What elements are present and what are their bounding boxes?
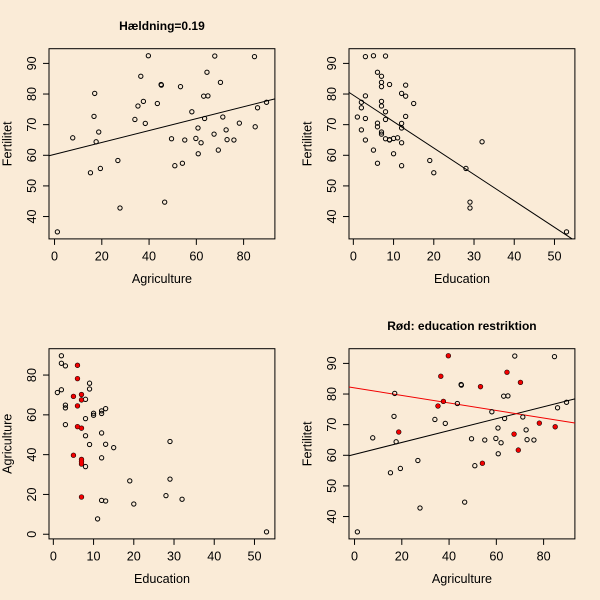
svg-text:40: 40 xyxy=(207,550,221,564)
svg-text:80: 80 xyxy=(325,87,339,101)
svg-text:50: 50 xyxy=(25,179,39,193)
svg-text:50: 50 xyxy=(547,250,561,264)
svg-text:70: 70 xyxy=(25,118,39,132)
svg-text:90: 90 xyxy=(325,356,339,370)
svg-text:50: 50 xyxy=(247,550,261,564)
svg-text:30: 30 xyxy=(467,250,481,264)
svg-text:Education: Education xyxy=(434,272,490,286)
svg-text:80: 80 xyxy=(25,87,39,101)
svg-text:60: 60 xyxy=(25,148,39,162)
svg-text:80: 80 xyxy=(237,250,251,264)
svg-text:Hældning=0.19: Hældning=0.19 xyxy=(119,19,205,33)
svg-text:40: 40 xyxy=(25,210,39,224)
svg-text:60: 60 xyxy=(25,408,39,422)
svg-text:80: 80 xyxy=(325,387,339,401)
svg-text:80: 80 xyxy=(25,368,39,382)
svg-text:10: 10 xyxy=(387,250,401,264)
svg-text:20: 20 xyxy=(95,250,109,264)
svg-text:Rød: education restriktion: Rød: education restriktion xyxy=(387,319,536,333)
svg-text:Fertilitet: Fertilitet xyxy=(1,121,15,166)
svg-text:0: 0 xyxy=(50,550,57,564)
svg-text:60: 60 xyxy=(489,550,503,564)
svg-text:90: 90 xyxy=(25,56,39,70)
svg-text:20: 20 xyxy=(127,550,141,564)
svg-text:20: 20 xyxy=(427,250,441,264)
svg-text:Education: Education xyxy=(134,572,190,586)
svg-text:20: 20 xyxy=(395,550,409,564)
svg-text:30: 30 xyxy=(167,550,181,564)
svg-text:40: 40 xyxy=(25,448,39,462)
svg-text:80: 80 xyxy=(537,550,551,564)
svg-text:70: 70 xyxy=(325,118,339,132)
svg-text:0: 0 xyxy=(25,531,39,538)
svg-text:Agriculture: Agriculture xyxy=(432,572,492,586)
svg-text:40: 40 xyxy=(325,510,339,524)
svg-text:50: 50 xyxy=(325,179,339,193)
svg-text:Agriculture: Agriculture xyxy=(1,414,15,474)
svg-text:60: 60 xyxy=(189,250,203,264)
svg-text:10: 10 xyxy=(87,550,101,564)
svg-text:Agriculture: Agriculture xyxy=(132,272,192,286)
svg-text:90: 90 xyxy=(325,56,339,70)
svg-text:40: 40 xyxy=(325,210,339,224)
svg-text:40: 40 xyxy=(507,250,521,264)
svg-text:Fertilitet: Fertilitet xyxy=(301,121,315,166)
svg-text:20: 20 xyxy=(25,487,39,501)
svg-text:40: 40 xyxy=(442,550,456,564)
svg-text:0: 0 xyxy=(350,250,357,264)
svg-text:40: 40 xyxy=(142,250,156,264)
svg-text:70: 70 xyxy=(325,418,339,432)
svg-text:60: 60 xyxy=(325,148,339,162)
svg-text:60: 60 xyxy=(325,448,339,462)
svg-text:50: 50 xyxy=(325,479,339,493)
svg-text:Fertilitet: Fertilitet xyxy=(301,421,315,466)
svg-text:0: 0 xyxy=(51,250,58,264)
svg-text:0: 0 xyxy=(351,550,358,564)
